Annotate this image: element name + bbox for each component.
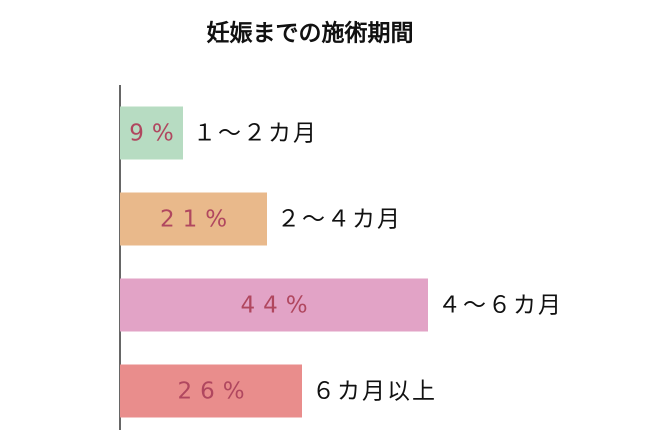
value-label: 44% [240,293,315,319]
chart-title: 妊娠までの施術期間 [207,20,414,47]
value-label: 21% [160,207,235,233]
bar [120,278,428,332]
value-label: 9% [129,121,182,147]
category-label: ６カ月以上 [312,379,437,405]
category-label: ２～４カ月 [277,207,402,233]
category-label: ４～６カ月 [438,293,563,319]
category-label: １～２カ月 [193,121,318,147]
bar [120,364,302,418]
bar [120,106,183,160]
value-label: 26% [177,379,252,405]
bar [120,192,267,246]
